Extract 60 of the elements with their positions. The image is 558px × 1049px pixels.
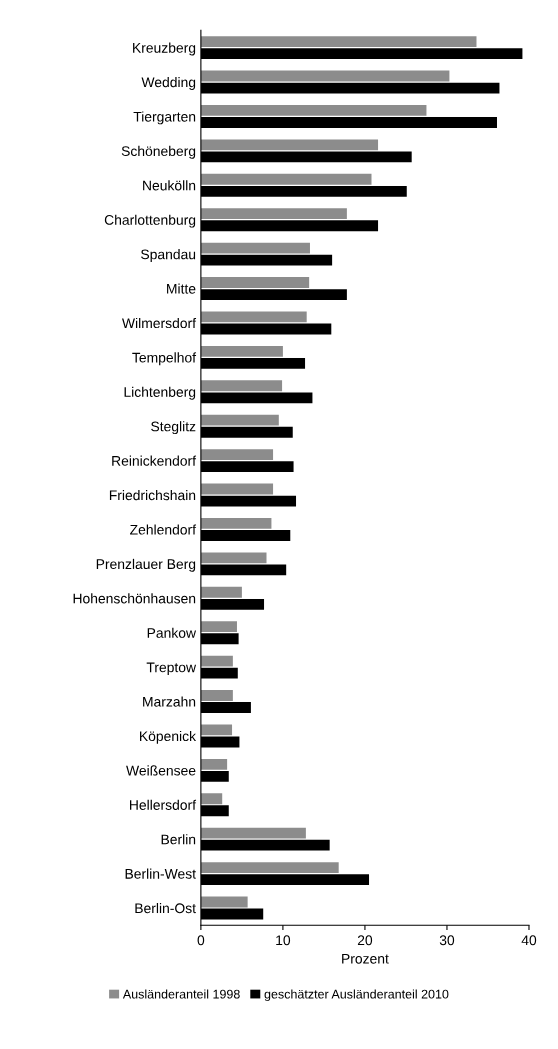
y-tick-label: Kreuzberg — [133, 42, 196, 56]
y-tick-label: Mitte — [167, 283, 196, 294]
y-tick-label: Berlin-West — [125, 868, 196, 879]
bar — [200, 827, 306, 839]
x-tick-label: 0 — [197, 935, 205, 946]
y-tick-label: Berlin — [161, 834, 196, 845]
bar — [200, 896, 248, 908]
bar — [200, 655, 233, 667]
bar — [200, 277, 310, 288]
bar — [200, 518, 272, 529]
x-tick-label: 30 — [439, 935, 455, 946]
y-tick-label: Schöneberg — [121, 145, 196, 159]
y-tick-label: Friedrichshain — [109, 489, 196, 501]
y-tick-label: Steglitz — [151, 421, 196, 435]
bar — [200, 139, 379, 151]
bar — [200, 311, 307, 323]
y-tick-label: Pankow — [147, 627, 197, 638]
y-tick-label: Weißensee — [126, 765, 196, 776]
bar — [200, 449, 274, 461]
bar — [200, 105, 427, 116]
x-tick-label: 40 — [521, 935, 537, 946]
bar — [200, 586, 242, 598]
x-axis-title: Prozent — [342, 953, 389, 964]
y-tick-label: Prenzlauer Berg — [96, 558, 196, 572]
bar — [200, 208, 347, 220]
bar — [200, 173, 372, 185]
bar — [200, 758, 228, 770]
x-tick-label: 20 — [357, 935, 373, 946]
y-tick-label: Hohenschönhausen — [73, 593, 196, 604]
legend-label: Ausländeranteil 1998 — [122, 989, 240, 999]
y-tick-label: Zehlendorf — [130, 524, 197, 535]
bar — [200, 724, 233, 736]
y-tick-label: Marzahn — [143, 696, 196, 707]
bar — [200, 414, 279, 426]
y-tick-label: Hellersdorf — [130, 799, 197, 810]
y-tick-label: Spandau — [141, 249, 196, 263]
y-tick-label: Köpenick — [140, 730, 197, 744]
x-tick-label: 10 — [276, 935, 291, 946]
y-tick-label: Neukölln — [143, 180, 196, 191]
bar — [200, 621, 237, 633]
bar — [200, 690, 233, 701]
bar — [200, 483, 274, 495]
y-tick-label: Tempelhof — [132, 352, 197, 366]
bar — [200, 380, 283, 392]
y-tick-label: Berlin-Ost — [135, 902, 196, 914]
bar — [200, 552, 267, 564]
y-tick-label: Tiergarten — [133, 111, 196, 125]
bar — [200, 36, 477, 48]
bar — [200, 862, 339, 873]
y-tick-label: Lichtenberg — [124, 386, 196, 400]
bar — [200, 793, 223, 805]
bar — [200, 70, 450, 82]
y-tick-label: Wilmersdorf — [122, 317, 197, 329]
y-tick-label: Wedding — [141, 77, 196, 90]
bar — [200, 242, 310, 254]
bar — [200, 345, 283, 357]
y-tick-label: Charlottenburg — [104, 214, 196, 228]
y-tick-label: Reinickendorf — [112, 455, 197, 466]
y-tick-label: Treptow — [146, 662, 197, 676]
legend-label: geschätzter Ausländeranteil 2010 — [264, 989, 449, 1002]
